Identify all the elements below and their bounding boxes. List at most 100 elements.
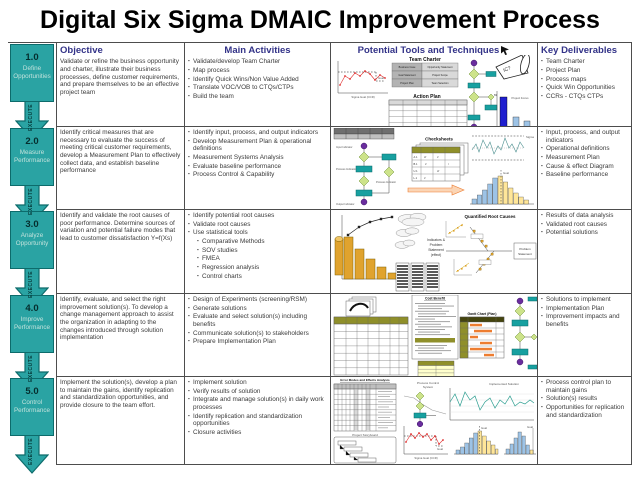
objective-text: Identify, evaluate, and select the right… xyxy=(60,296,174,342)
objective-cell-improve: Identify, evaluate, and select the right… xyxy=(57,294,185,377)
stage-name-line: Performance xyxy=(13,156,51,164)
stage-number: 2.0 xyxy=(25,136,39,147)
svg-text:U.1: U.1 xyxy=(414,169,419,173)
stage-box-define: 1.0 Define Opportunities xyxy=(10,44,54,102)
bullet-item: Implement solution xyxy=(188,379,327,387)
process-table: Objective Validate or refine the busines… xyxy=(56,42,632,465)
bullet-item: Build the team xyxy=(188,93,327,101)
bullet-item: Measurement Plan xyxy=(541,154,628,162)
tools-graphic-define: Goal Sigma Goal (CCR) Team Charter Busin… xyxy=(337,55,531,126)
activities-cell-analyze: Identify potential root causesValidate r… xyxy=(185,210,331,294)
histogram-icon: Goal xyxy=(504,425,536,455)
objective-cell-measure: Identify critical measures that are nece… xyxy=(57,127,185,210)
histogram-icon: Goal xyxy=(454,426,499,455)
svg-text:Statement: Statement xyxy=(428,248,444,252)
svg-text:Project Storyboard: Project Storyboard xyxy=(352,433,378,437)
stage-name-line: Control xyxy=(21,399,43,406)
svg-text:///: /// xyxy=(424,155,426,159)
pointer-arrow-icon xyxy=(501,45,510,55)
svg-text:Team Selection: Team Selection xyxy=(431,82,449,85)
tools-header-text: Potential Tools and Techniques xyxy=(357,45,500,56)
svg-text:Quantified Root Causes: Quantified Root Causes xyxy=(464,214,516,219)
stage-box-improve: 4.0 Improve Performance xyxy=(10,295,54,353)
bullet-item: Process maps xyxy=(541,76,628,84)
bullet-item: Measurement Systems Analysis xyxy=(188,154,327,162)
bullet-item: Generate solutions xyxy=(188,305,327,313)
bullet-item: Cause & effect Diagram xyxy=(541,163,628,171)
svg-text:L.1: L.1 xyxy=(414,176,418,180)
svg-text:Project Plan: Project Plan xyxy=(400,82,414,85)
svg-text:Problem: Problem xyxy=(430,243,443,247)
execute-label: EXECUTE xyxy=(28,437,34,465)
tools-graphic-analyze: Indicators & Problem Statement (effect) … xyxy=(334,212,537,292)
bullet-item: Communicate solution(s) to stakeholders xyxy=(188,330,327,338)
indicator-table-icon xyxy=(333,128,395,140)
svg-text:Goal: Goal xyxy=(503,171,509,175)
svg-text:Cost Benefit: Cost Benefit xyxy=(425,297,446,301)
deliverables-list: Process control plan to maintain gainsSo… xyxy=(541,379,628,419)
svg-text:///: /// xyxy=(437,169,439,173)
mini-scatter-icon xyxy=(453,259,472,276)
svg-text:IC?: IC? xyxy=(503,65,513,74)
objective-cell-control: Implement the solution(s), develop a pla… xyxy=(57,377,185,465)
bullet-item: Validate/develop Team Charter xyxy=(188,58,327,66)
bullet-item: Project Plan xyxy=(541,67,628,75)
svg-text:Goal: Goal xyxy=(481,426,487,430)
bullet-item: SOV studies xyxy=(188,247,327,255)
activities-list: Identify potential root causesValidate r… xyxy=(188,212,327,281)
column-header-objective: Objective xyxy=(60,45,103,56)
megaphone-icon: IC? xyxy=(495,55,530,80)
svg-text:Goal Statement: Goal Statement xyxy=(398,74,416,77)
objective-text: Identify and validate the root causes of… xyxy=(60,212,176,243)
bullet-item: Baseline performance xyxy=(541,171,628,179)
svg-text:Goal: Goal xyxy=(527,425,533,429)
svg-text:Sigma Goal (CCR): Sigma Goal (CCR) xyxy=(351,95,374,99)
bullet-item: Operational definitions xyxy=(541,145,628,153)
svg-text:Process Indicator: Process Indicator xyxy=(336,167,356,171)
bullet-item: Solution(s) results xyxy=(541,395,628,403)
selection-matrix-icon xyxy=(333,316,409,376)
svg-text:Statement: Statement xyxy=(518,252,532,256)
stage-name-line: Opportunity xyxy=(15,239,49,247)
tools-graphic-control: Error Modes and Effects Analysis Project… xyxy=(333,378,536,464)
stage-name-line: Performance xyxy=(13,406,51,414)
bullet-item: Identify replication and standardization… xyxy=(188,413,327,428)
indicator-flowchart-icon: Input Indicator Process Indicator Output… xyxy=(336,142,397,206)
stage-name-line: Performance xyxy=(13,323,51,331)
svg-text:Team Charter: Team Charter xyxy=(409,57,441,63)
svg-text:Project Scope: Project Scope xyxy=(432,74,448,77)
tools-cell-analyze: Indicators & Problem Statement (effect) … xyxy=(331,210,538,294)
svg-text://: // xyxy=(425,162,427,166)
stage-number: 5.0 xyxy=(25,386,39,397)
svg-text:Business Case: Business Case xyxy=(399,66,416,69)
bullet-item: Validated root causes xyxy=(541,221,628,229)
deliverables-list: Input, process, and output indicatorsOpe… xyxy=(541,129,628,179)
stage-number: 1.0 xyxy=(25,52,39,63)
activities-cell-control: Implement solutionVerify results of solu… xyxy=(185,377,331,465)
svg-text:Project Focus: Project Focus xyxy=(511,96,529,100)
clouds-icon xyxy=(394,212,427,249)
bullet-item: Evaluate baseline performance xyxy=(188,163,327,171)
svg-text:Output Indicator: Output Indicator xyxy=(336,202,355,206)
svg-text:B.1: B.1 xyxy=(414,162,418,166)
flowchart-icon xyxy=(511,296,537,370)
deliverables-list: Team CharterProject PlanProcess mapsQuic… xyxy=(541,58,628,100)
svg-text:Problem: Problem xyxy=(519,247,531,251)
bullet-item: Integrate and manage solution(s) in dail… xyxy=(188,396,327,411)
svg-text:Process Control: Process Control xyxy=(417,381,439,385)
svg-text:$$: $$ xyxy=(494,93,498,97)
svg-text:Sigma Goal (CCR): Sigma Goal (CCR) xyxy=(414,456,437,460)
bullet-item: Results of data analysis xyxy=(541,212,628,220)
bullet-item: Process Control & Capability xyxy=(188,171,327,179)
bullet-item: FMEA xyxy=(188,255,327,263)
bullet-item: Potential solutions xyxy=(541,229,628,237)
tools-graphic-measure: Input Indicator Process Indicator Output… xyxy=(333,128,534,206)
objective-text: Implement the solution(s), develop a pla… xyxy=(60,379,177,410)
bullet-item: Process control plan to maintain gains xyxy=(541,379,628,394)
stage-number: 4.0 xyxy=(25,303,39,314)
activities-cell-measure: Identify input, process, and output indi… xyxy=(185,127,331,210)
objective-cell-define: Objective Validate or refine the busines… xyxy=(57,43,185,127)
bullet-item: Map process xyxy=(188,67,327,75)
execute-arrow-icon xyxy=(15,432,49,474)
execute-label: EXECUTE xyxy=(28,187,34,215)
